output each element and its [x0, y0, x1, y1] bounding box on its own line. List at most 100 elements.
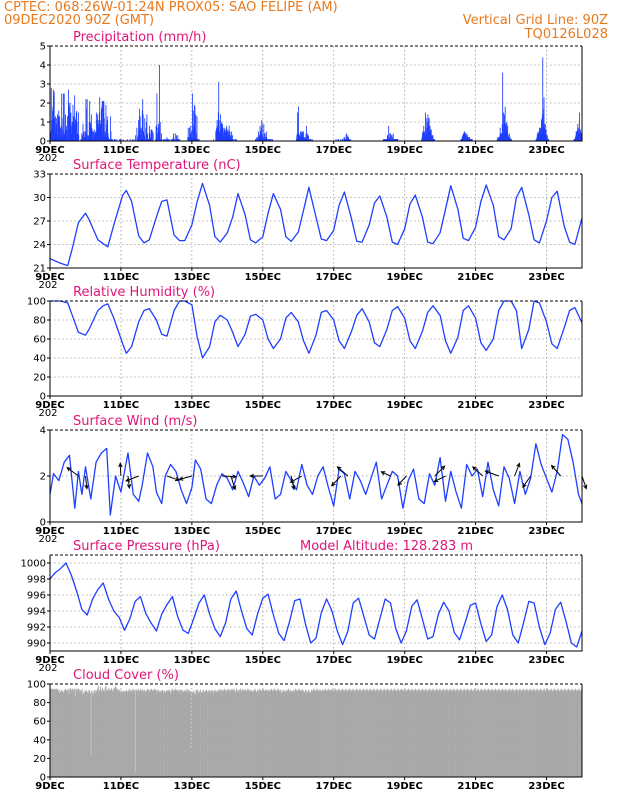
cloud-bar: [503, 690, 505, 777]
cloud-bar: [268, 690, 270, 777]
cloud-bar: [209, 691, 211, 777]
cloud-bar: [181, 689, 183, 777]
cloud-bar: [79, 693, 81, 777]
cloud-bar: [117, 690, 119, 777]
cloud-bar: [107, 690, 109, 777]
x-tick-label: 9DEC: [35, 272, 64, 283]
precip-bar: [78, 135, 80, 141]
cloud-bar: [523, 689, 525, 777]
cloud-bar: [492, 690, 494, 777]
cloud-bar: [221, 689, 223, 777]
cloud-bar: [139, 691, 141, 777]
cloud-bar: [74, 697, 76, 777]
precip-bar: [111, 139, 113, 141]
cloud-bar: [183, 691, 185, 777]
cloud-bar: [375, 689, 377, 777]
cloud-bar: [462, 691, 463, 777]
cloud-bar: [70, 687, 72, 777]
cloud-bar: [346, 689, 347, 777]
cloud-bar: [471, 690, 473, 777]
cloud-bar: [550, 690, 551, 777]
cloud-bar: [190, 692, 192, 777]
precip-bar: [77, 112, 79, 141]
cloud-bar: [169, 689, 171, 777]
cloud-bar: [252, 692, 254, 777]
precip-bar: [390, 135, 392, 141]
cloud-bar: [203, 691, 205, 777]
cloud-bar: [438, 690, 440, 777]
cloud-bar: [218, 689, 219, 777]
panel-frame: [49, 301, 583, 397]
cloud-bar: [62, 691, 64, 777]
cloud-bar: [243, 691, 245, 777]
cloud-bar: [457, 690, 459, 777]
precip-bar: [161, 133, 162, 141]
cloud-bar: [472, 691, 474, 777]
cloud-bar: [561, 689, 563, 777]
cloud-bar: [447, 690, 449, 777]
cloud-bar: [458, 691, 460, 777]
cloud-bar: [338, 688, 340, 777]
cloud-bar: [164, 690, 166, 777]
precip-bar: [67, 116, 68, 141]
cloud-bar: [408, 688, 409, 777]
cloud-bar: [563, 689, 565, 777]
cloud-bar: [239, 690, 241, 777]
cloud-bar: [469, 689, 471, 777]
cloud-bar: [111, 687, 113, 777]
precip-bar: [389, 133, 391, 141]
cloud-bar: [332, 690, 334, 777]
cloud-bar: [236, 688, 237, 777]
y-tick-label: 40: [33, 354, 46, 365]
cloud-bar: [80, 689, 81, 777]
cloud-bar: [400, 690, 402, 777]
cloud-bar: [329, 691, 331, 777]
cloud-bar: [543, 688, 545, 777]
cloud-bar: [443, 689, 445, 777]
cloud-bar: [267, 689, 269, 777]
cloud-bar: [330, 689, 332, 777]
precip-bar: [196, 116, 198, 141]
panel-subtitle: Model Altitude: 128.283 m: [300, 539, 473, 554]
cloud-bar: [248, 689, 250, 777]
cloud-bar: [293, 689, 295, 777]
cloud-bar: [405, 690, 407, 777]
precip-bar: [471, 139, 473, 141]
cloud-bar: [220, 691, 222, 777]
x-tick-label: 21DEC: [457, 400, 493, 411]
precip-bar: [270, 139, 272, 141]
cloud-bar: [575, 689, 577, 777]
cloud-bar: [284, 692, 286, 777]
cloud-bar: [278, 690, 280, 777]
cloud-bar: [227, 690, 229, 777]
cloud-bar: [339, 689, 341, 777]
cloud-bar: [407, 690, 409, 777]
cloud-bar: [280, 689, 281, 777]
cloud-bar: [146, 690, 148, 777]
precip-bar: [348, 137, 350, 141]
cloud-bar: [524, 691, 526, 777]
cloud-bar: [376, 690, 378, 777]
precip-bar: [432, 135, 434, 141]
cloud-bar: [283, 691, 285, 777]
cloud-bar: [236, 689, 238, 777]
precip-bar: [265, 131, 267, 141]
cloud-bar: [393, 690, 395, 777]
panel-frame: [49, 46, 583, 142]
precip-bar: [396, 139, 398, 141]
panel-title: Surface Wind (m/s): [73, 414, 197, 429]
cloud-bar: [470, 690, 472, 777]
cloud-bar: [247, 689, 248, 777]
cloud-bar: [503, 691, 505, 777]
cloud-bar: [574, 690, 576, 777]
cloud-bar: [223, 690, 225, 777]
x-tick-label: 11DEC: [103, 655, 139, 666]
precip-bar: [310, 139, 312, 141]
cloud-bar: [371, 691, 373, 777]
cloud-bar: [227, 688, 229, 777]
cloud-bar: [387, 688, 389, 777]
precip-bar: [302, 131, 304, 141]
cloud-bar: [310, 690, 312, 777]
cloud-bar: [155, 690, 157, 777]
cloud-bar: [300, 689, 302, 777]
